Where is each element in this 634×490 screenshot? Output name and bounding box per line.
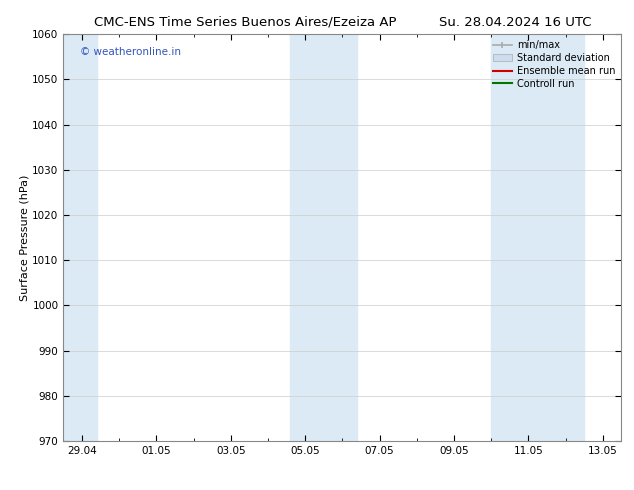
Legend: min/max, Standard deviation, Ensemble mean run, Controll run: min/max, Standard deviation, Ensemble me… [489, 36, 619, 93]
Title: CMC-ENS Time Series Buenos Aires/Ezeiza AP          Su. 28.04.2024 16 UTC: CMC-ENS Time Series Buenos Aires/Ezeiza … [94, 16, 591, 29]
Text: © weatheronline.in: © weatheronline.in [80, 47, 181, 56]
Bar [63, 34, 97, 441]
Y-axis label: Surface Pressure (hPa): Surface Pressure (hPa) [20, 174, 30, 301]
Bar [290, 34, 357, 441]
Bar [491, 34, 584, 441]
